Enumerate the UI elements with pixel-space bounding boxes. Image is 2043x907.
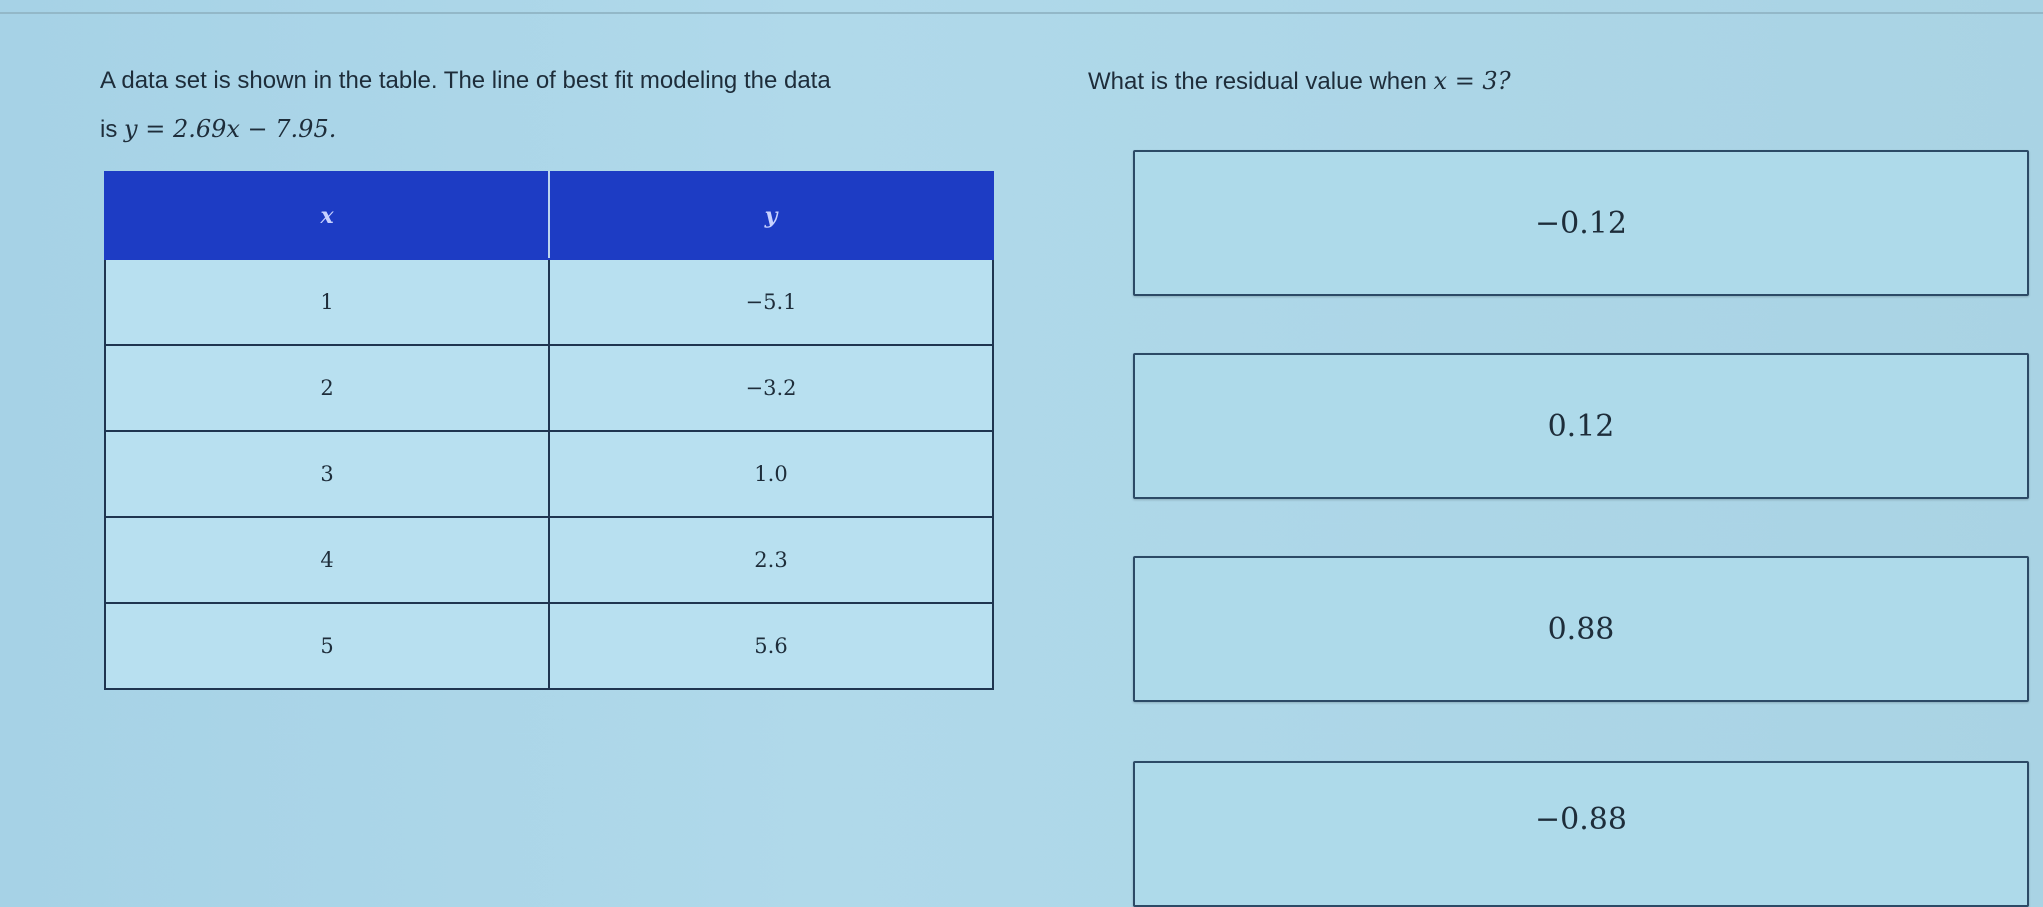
top-divider <box>0 12 2043 14</box>
question-intro: A data set is shown in the table. The li… <box>100 67 831 94</box>
cell-y: −3.2 <box>548 344 994 432</box>
header-y: y <box>548 171 994 260</box>
question-prompt: What is the residual value when x = 3? <box>1088 66 1511 97</box>
cell-y: 5.6 <box>548 602 994 690</box>
answer-option-3[interactable]: 0.88 <box>1133 556 2029 702</box>
cell-x: 4 <box>104 516 550 604</box>
table-row: 3 1.0 <box>104 430 994 518</box>
table-row: 1 −5.1 <box>104 258 994 346</box>
table-header-row: x y <box>104 171 994 260</box>
answer-option-1[interactable]: −0.12 <box>1133 150 2029 296</box>
prompt-math: x = 3? <box>1433 67 1511 95</box>
table-row: 2 −3.2 <box>104 344 994 432</box>
answer-option-4[interactable]: −0.88 <box>1133 761 2029 907</box>
question-equation-line: is y = 2.69x − 7.95. <box>100 114 336 145</box>
cell-y: 1.0 <box>548 430 994 518</box>
answer-option-4-label: −0.88 <box>1535 802 1627 837</box>
cell-y: 2.3 <box>548 516 994 604</box>
cell-x: 3 <box>104 430 550 518</box>
cell-x: 5 <box>104 602 550 690</box>
answer-option-2[interactable]: 0.12 <box>1133 353 2029 499</box>
data-table: x y 1 −5.1 2 −3.2 3 1.0 4 2.3 5 5.6 <box>104 171 994 690</box>
cell-y: −5.1 <box>548 258 994 346</box>
header-x: x <box>104 171 550 260</box>
best-fit-equation: y = 2.69x − 7.95. <box>124 115 337 143</box>
cell-x: 1 <box>104 258 550 346</box>
prompt-text: What is the residual value when <box>1088 68 1427 95</box>
is-word: is <box>100 116 118 143</box>
table-row: 5 5.6 <box>104 602 994 690</box>
table-row: 4 2.3 <box>104 516 994 604</box>
cell-x: 2 <box>104 344 550 432</box>
